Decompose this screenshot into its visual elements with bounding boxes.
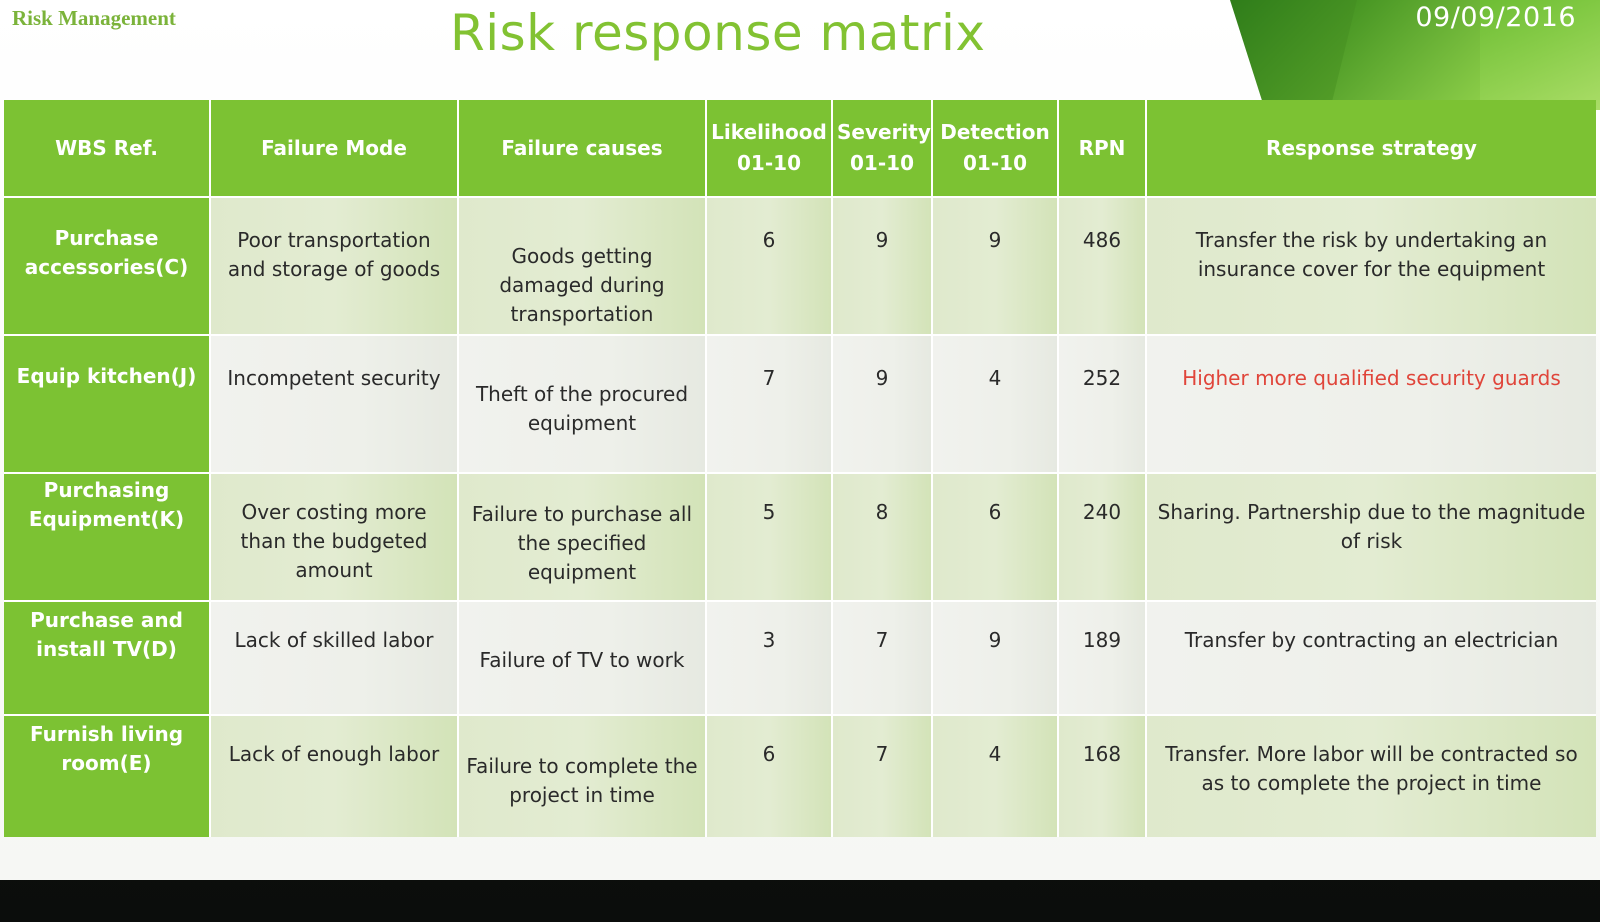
failure-causes-cell: Failure to complete the project in time — [458, 714, 707, 837]
failure-mode-cell: Over costing more than the budgeted amou… — [210, 472, 459, 601]
rpn-cell: 168 — [1058, 714, 1147, 837]
severity-cell: 9 — [832, 334, 933, 473]
wbs-cell: Purchase accessories(C) — [4, 196, 211, 335]
wbs-cell: Purchase and install TV(D) — [4, 600, 211, 715]
rpn-cell: 252 — [1058, 334, 1147, 473]
detection-cell: 4 — [932, 714, 1059, 837]
severity-cell: 7 — [832, 600, 933, 715]
slide: Risk Management Risk response matrix 09/… — [0, 0, 1600, 880]
response-strategy-cell: Sharing. Partnership due to the magnitud… — [1146, 472, 1596, 601]
column-header-failure-causes: Failure causes — [458, 100, 707, 197]
likelihood-cell: 5 — [706, 472, 833, 601]
rpn-cell: 486 — [1058, 196, 1147, 335]
severity-cell: 9 — [832, 196, 933, 335]
column-header-failure-mode: Failure Mode — [210, 100, 459, 197]
response-strategy-cell: Transfer. More labor will be contracted … — [1146, 714, 1596, 837]
failure-causes-cell: Failure of TV to work — [458, 600, 707, 715]
likelihood-cell: 7 — [706, 334, 833, 473]
table-row: Furnish living room(E) Lack of enough la… — [4, 714, 1596, 837]
table-row: Purchasing Equipment(K) Over costing mor… — [4, 472, 1596, 601]
table-row: Equip kitchen(J) Incompetent security Th… — [4, 334, 1596, 473]
wbs-cell: Equip kitchen(J) — [4, 334, 211, 473]
column-header-response: Response strategy — [1146, 100, 1596, 197]
detection-cell: 6 — [932, 472, 1059, 601]
failure-causes-cell: Theft of the procured equipment — [458, 334, 707, 473]
table-header-row: WBS Ref. Failure Mode Failure causes Lik… — [4, 100, 1596, 197]
failure-mode-cell: Poor transportation and storage of goods — [210, 196, 459, 335]
detection-cell: 9 — [932, 196, 1059, 335]
table-row: Purchase and install TV(D) Lack of skill… — [4, 600, 1596, 715]
likelihood-cell: 6 — [706, 714, 833, 837]
column-header-likelihood: Likelihood 01-10 — [706, 100, 833, 197]
rpn-cell: 240 — [1058, 472, 1147, 601]
decorative-green-shape — [1480, 0, 1600, 110]
response-strategy-cell: Transfer by contracting an electrician — [1146, 600, 1596, 715]
risk-response-table: WBS Ref. Failure Mode Failure causes Lik… — [4, 100, 1596, 837]
response-strategy-cell: Higher more qualified security guards — [1146, 334, 1596, 473]
detection-cell: 9 — [932, 600, 1059, 715]
rpn-cell: 189 — [1058, 600, 1147, 715]
slide-title: Risk response matrix — [450, 4, 986, 62]
column-header-detection: Detection 01-10 — [932, 100, 1059, 197]
wbs-cell: Purchasing Equipment(K) — [4, 472, 211, 601]
table-row: Purchase accessories(C) Poor transportat… — [4, 196, 1596, 335]
failure-causes-cell: Goods getting damaged during transportat… — [458, 196, 707, 335]
brand-label: Risk Management — [12, 6, 176, 30]
column-header-wbs: WBS Ref. — [4, 100, 211, 197]
response-strategy-cell: Transfer the risk by undertaking an insu… — [1146, 196, 1596, 335]
severity-cell: 8 — [832, 472, 933, 601]
likelihood-cell: 3 — [706, 600, 833, 715]
wbs-cell: Furnish living room(E) — [4, 714, 211, 837]
column-header-rpn: RPN — [1058, 100, 1147, 197]
failure-mode-cell: Lack of enough labor — [210, 714, 459, 837]
column-header-severity: Severity 01-10 — [832, 100, 933, 197]
slide-date: 09/09/2016 — [1415, 2, 1576, 33]
severity-cell: 7 — [832, 714, 933, 837]
likelihood-cell: 6 — [706, 196, 833, 335]
failure-mode-cell: Lack of skilled labor — [210, 600, 459, 715]
detection-cell: 4 — [932, 334, 1059, 473]
failure-causes-cell: Failure to purchase all the specified eq… — [458, 472, 707, 601]
failure-mode-cell: Incompetent security — [210, 334, 459, 473]
